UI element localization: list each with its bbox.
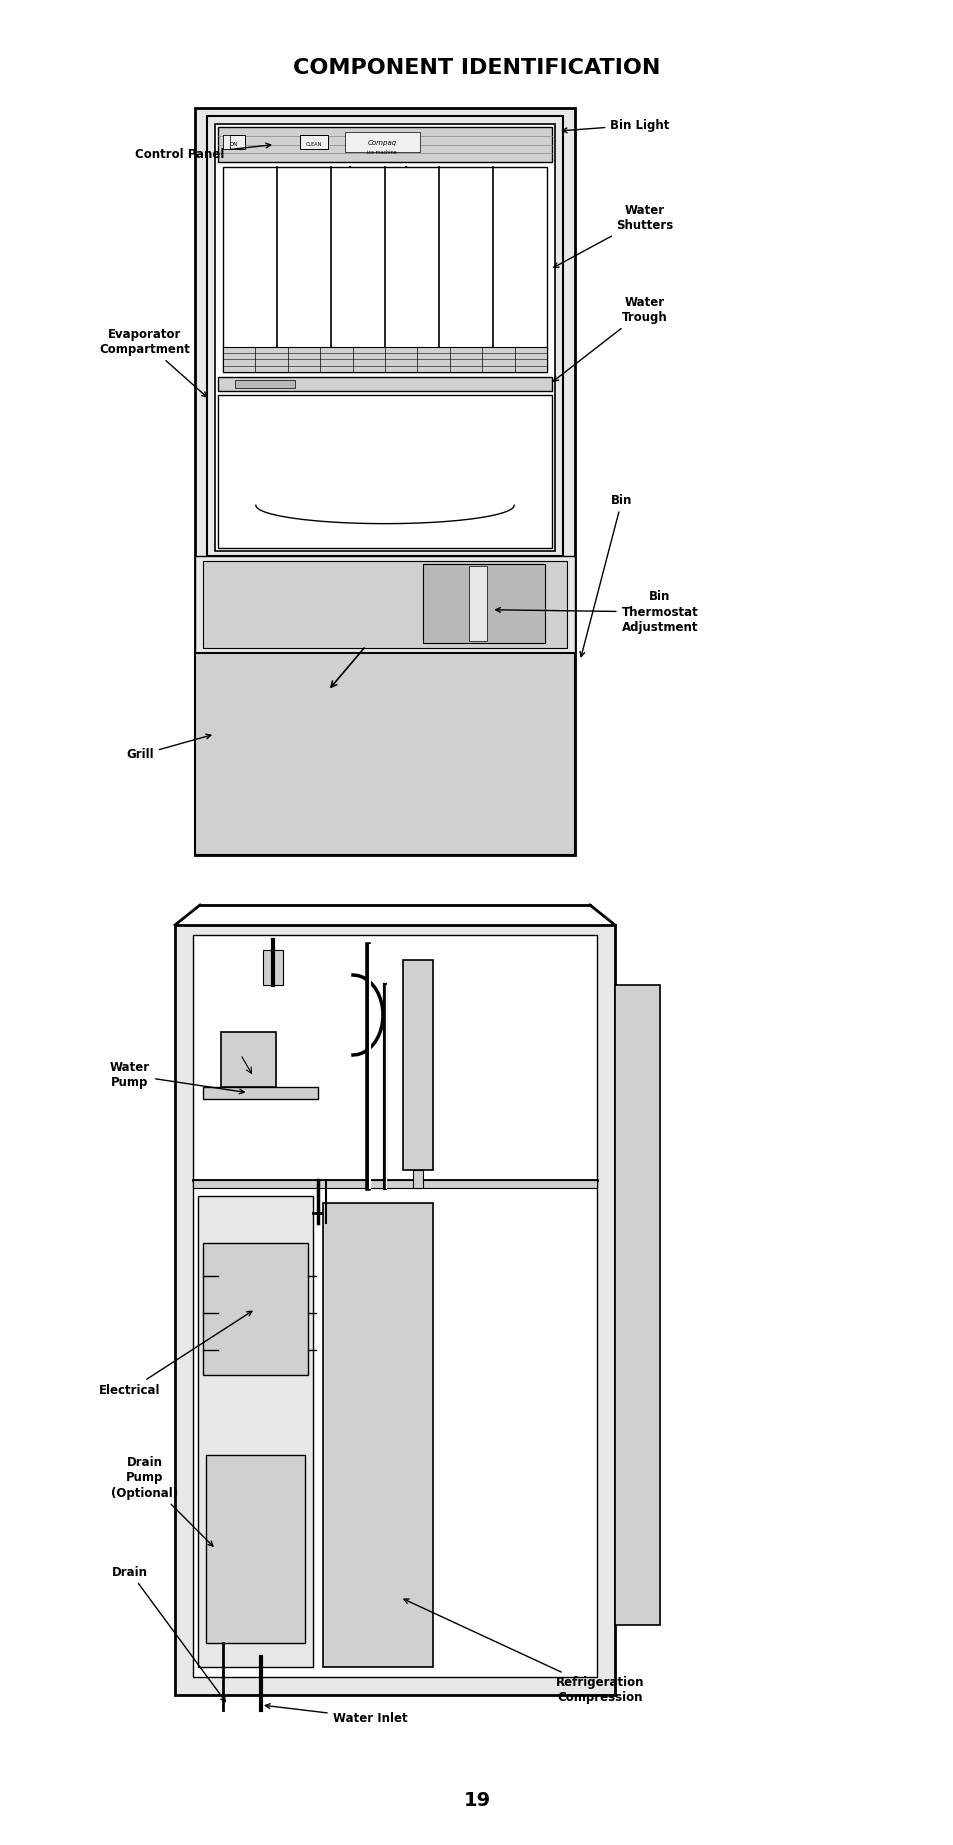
- Bar: [223, 135, 230, 149]
- FancyBboxPatch shape: [474, 755, 558, 797]
- Bar: [218, 395, 552, 548]
- Bar: [203, 561, 566, 648]
- Text: ice machine: ice machine: [367, 151, 396, 155]
- Circle shape: [332, 1352, 424, 1445]
- Bar: [468, 566, 486, 642]
- Bar: [207, 116, 562, 555]
- Bar: [194, 109, 575, 854]
- Text: Grill: Grill: [126, 734, 211, 762]
- Text: Water Inlet: Water Inlet: [265, 1703, 407, 1725]
- Text: Electrical: Electrical: [99, 1312, 252, 1397]
- Bar: [402, 959, 433, 1170]
- Bar: [615, 985, 659, 1625]
- Text: Bin Light: Bin Light: [561, 118, 669, 133]
- FancyBboxPatch shape: [387, 755, 470, 797]
- FancyBboxPatch shape: [299, 710, 382, 753]
- FancyBboxPatch shape: [474, 710, 558, 753]
- Text: Bin: Bin: [579, 493, 632, 657]
- Text: Control Panel: Control Panel: [135, 144, 271, 162]
- Bar: [193, 935, 597, 1677]
- Bar: [203, 1087, 317, 1100]
- Circle shape: [449, 601, 456, 609]
- Text: Bin
Thermostat
Adjustment: Bin Thermostat Adjustment: [496, 590, 698, 633]
- FancyBboxPatch shape: [474, 666, 558, 708]
- Circle shape: [268, 943, 277, 952]
- Text: Drain: Drain: [112, 1566, 225, 1701]
- Bar: [263, 950, 283, 985]
- FancyBboxPatch shape: [212, 799, 295, 841]
- Bar: [323, 1203, 433, 1668]
- Text: Refrigeration
Compression: Refrigeration Compression: [403, 1600, 643, 1705]
- Bar: [299, 135, 328, 149]
- Bar: [206, 1456, 305, 1644]
- Bar: [345, 133, 419, 151]
- Bar: [234, 380, 294, 387]
- Text: Drain
Pump
(Optional): Drain Pump (Optional): [112, 1456, 213, 1546]
- Bar: [194, 555, 575, 653]
- Ellipse shape: [231, 1041, 266, 1053]
- FancyBboxPatch shape: [212, 755, 295, 797]
- Ellipse shape: [402, 954, 433, 967]
- FancyBboxPatch shape: [474, 799, 558, 841]
- Text: 19: 19: [463, 1790, 490, 1810]
- Text: Water
Shutters: Water Shutters: [554, 205, 673, 268]
- Circle shape: [214, 1533, 247, 1565]
- FancyBboxPatch shape: [299, 755, 382, 797]
- Bar: [194, 653, 575, 854]
- FancyBboxPatch shape: [299, 666, 382, 708]
- Circle shape: [223, 1541, 239, 1557]
- Text: Water
Trough: Water Trough: [553, 295, 667, 382]
- Bar: [221, 1031, 275, 1087]
- Circle shape: [285, 1528, 294, 1539]
- Bar: [193, 1179, 597, 1188]
- FancyBboxPatch shape: [387, 710, 470, 753]
- FancyBboxPatch shape: [387, 666, 470, 708]
- Circle shape: [285, 1507, 294, 1517]
- Text: COMPONENT IDENTIFICATION: COMPONENT IDENTIFICATION: [293, 57, 660, 77]
- FancyBboxPatch shape: [212, 666, 295, 708]
- Text: Water
Pump: Water Pump: [110, 1061, 244, 1094]
- Text: Evaporator
Compartment: Evaporator Compartment: [99, 328, 207, 397]
- Text: CLEAN: CLEAN: [306, 142, 322, 146]
- Bar: [174, 924, 615, 1696]
- Bar: [223, 347, 546, 373]
- Bar: [223, 168, 546, 373]
- Text: ON: ON: [230, 142, 238, 146]
- Bar: [214, 124, 555, 552]
- Bar: [223, 135, 245, 149]
- Text: Compaq: Compaq: [367, 140, 396, 146]
- Bar: [198, 1196, 313, 1668]
- Ellipse shape: [402, 1164, 433, 1175]
- Bar: [422, 565, 544, 644]
- FancyBboxPatch shape: [212, 710, 295, 753]
- FancyBboxPatch shape: [299, 799, 382, 841]
- FancyBboxPatch shape: [387, 799, 470, 841]
- Circle shape: [263, 937, 283, 958]
- Bar: [413, 1170, 422, 1188]
- Bar: [218, 376, 552, 391]
- Bar: [203, 1244, 308, 1375]
- Bar: [218, 127, 552, 162]
- Circle shape: [354, 1373, 402, 1422]
